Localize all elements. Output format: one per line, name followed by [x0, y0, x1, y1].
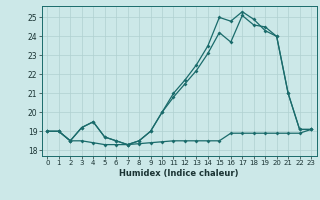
X-axis label: Humidex (Indice chaleur): Humidex (Indice chaleur): [119, 169, 239, 178]
